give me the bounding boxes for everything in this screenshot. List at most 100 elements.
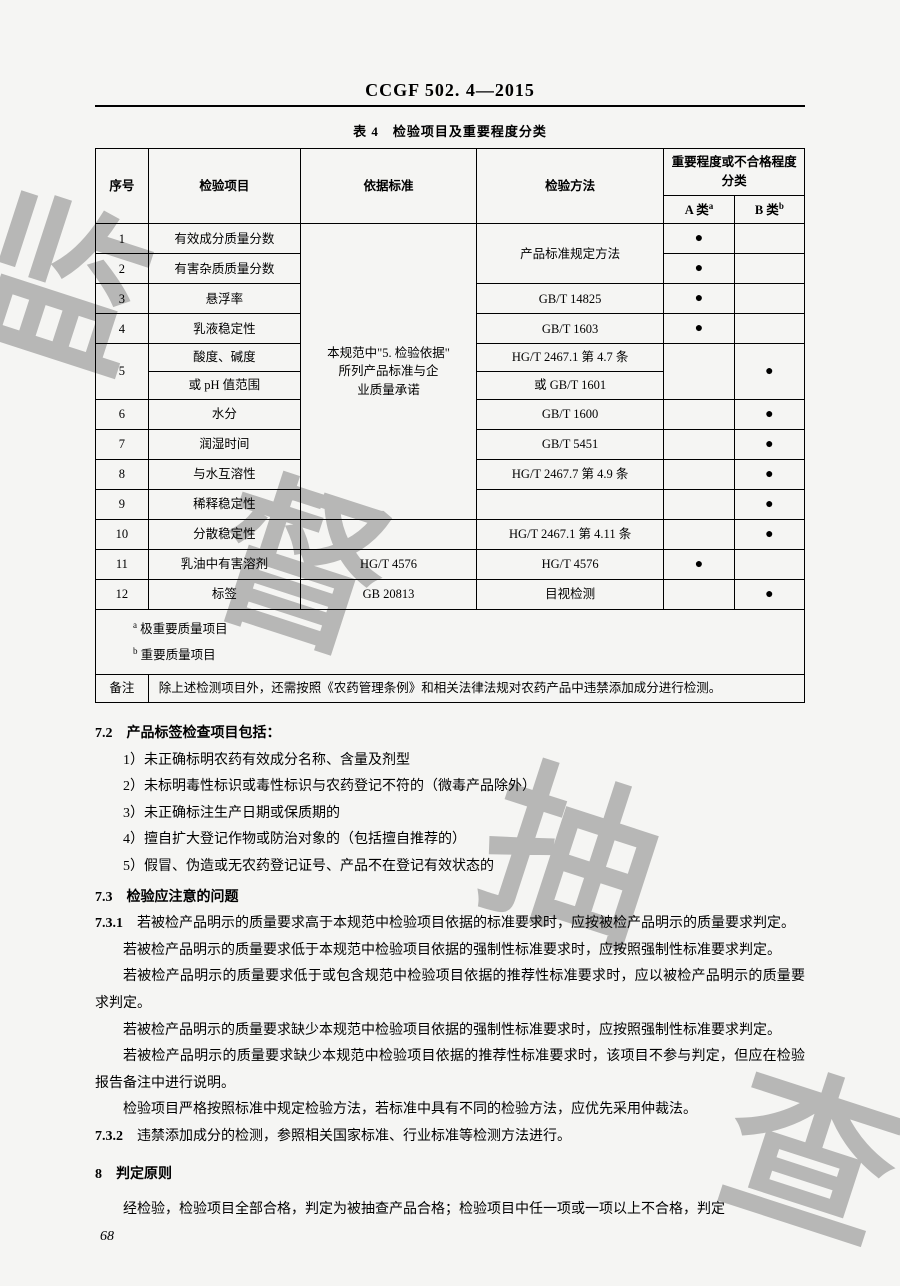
cell-item: 悬浮率 (148, 284, 300, 314)
cell-b: ● (734, 459, 804, 489)
cell-method (476, 489, 664, 519)
col-seq: 序号 (96, 149, 149, 224)
para-7-3-1-b: 若被检产品明示的质量要求低于本规范中检验项目依据的强制性标准要求时，应按照强制性… (95, 938, 805, 965)
run-7-3-1: 7.3.1 (95, 916, 123, 931)
cell-method: 目视检测 (476, 579, 664, 609)
cell-item: 乳油中有害溶剂 (148, 549, 300, 579)
cell-seq: 2 (96, 254, 149, 284)
cell-b: ● (734, 399, 804, 429)
item-7-2-1: 1）未正确标明农药有效成分名称、含量及剂型 (95, 748, 805, 775)
cell-item: 分散稳定性 (148, 519, 300, 549)
cell-item: 与水互溶性 (148, 459, 300, 489)
cell-basis-merged: 本规范中"5. 检验依据" 所列产品标准与企 业质量承诺 (301, 224, 477, 520)
table-row: 11 乳油中有害溶剂 HG/T 4576 HG/T 4576 ● (96, 549, 805, 579)
cell-item: 或 pH 值范围 (148, 372, 300, 400)
cell-a: ● (664, 254, 734, 284)
cell-basis: HG/T 4576 (301, 549, 477, 579)
cell-b: ● (734, 429, 804, 459)
cell-basis: GB 20813 (301, 579, 477, 609)
cell-b (734, 314, 804, 344)
cell-method: GB/T 1603 (476, 314, 664, 344)
cell-item: 酸度、碱度 (148, 344, 300, 372)
para-7-3-1-e: 若被检产品明示的质量要求缺少本规范中检验项目依据的推荐性标准要求时，该项目不参与… (95, 1044, 805, 1097)
cell-item: 乳液稳定性 (148, 314, 300, 344)
cell-seq: 1 (96, 224, 149, 254)
cell-seq: 12 (96, 579, 149, 609)
cell-method: HG/T 4576 (476, 549, 664, 579)
run-7-3-2: 7.3.2 (95, 1129, 123, 1144)
cell-a (664, 519, 734, 549)
cell-seq: 5 (96, 344, 149, 400)
cell-a: ● (664, 224, 734, 254)
cell-b: ● (734, 579, 804, 609)
section-7-3-2: 7.3.2 违禁添加成分的检测，参照相关国家标准、行业标准等检测方法进行。 (95, 1124, 805, 1151)
para-7-3-1-d: 若被检产品明示的质量要求缺少本规范中检验项目依据的强制性标准要求时，应按照强制性… (95, 1018, 805, 1045)
cell-seq: 9 (96, 489, 149, 519)
cell-method: HG/T 2467.1 第 4.11 条 (476, 519, 664, 549)
table-footnote-row: a 极重要质量项目 b 重要质量项目 (96, 609, 805, 674)
cell-method: HG/T 2467.1 第 4.7 条 (476, 344, 664, 372)
cell-item: 水分 (148, 399, 300, 429)
item-7-2-4: 4）擅自扩大登记作物或防治对象的（包括擅自推荐的） (95, 827, 805, 854)
cell-b: ● (734, 344, 804, 400)
cell-item: 有害杂质质量分数 (148, 254, 300, 284)
cell-method: HG/T 2467.7 第 4.9 条 (476, 459, 664, 489)
table-row: 10 分散稳定性 HG/T 2467.1 第 4.11 条 ● (96, 519, 805, 549)
cell-a (664, 459, 734, 489)
cell-method: GB/T 1600 (476, 399, 664, 429)
cell-method: 产品标准规定方法 (476, 224, 664, 284)
col-class-a: A 类a (664, 195, 734, 224)
cell-b: ● (734, 489, 804, 519)
section-7-3-1: 7.3.1 若被检产品明示的质量要求高于本规范中检验项目依据的标准要求时，应按被… (95, 911, 805, 938)
cell-b (734, 549, 804, 579)
cell-b (734, 224, 804, 254)
basis-line2: 所列产品标准与企 (338, 364, 438, 378)
cell-a (664, 429, 734, 459)
cell-a (664, 399, 734, 429)
page-number: 68 (100, 1229, 114, 1245)
cell-a (664, 489, 734, 519)
body-text: 7.2 产品标签检查项目包括： 1）未正确标明农药有效成分名称、含量及剂型 2）… (95, 721, 805, 1224)
section-8-title: 8 判定原则 (95, 1162, 805, 1189)
col-severity-group: 重要程度或不合格程度分类 (664, 149, 805, 196)
cell-a: ● (664, 314, 734, 344)
col-method: 检验方法 (476, 149, 664, 224)
col-item: 检验项目 (148, 149, 300, 224)
para-7-3-1-c: 若被检产品明示的质量要求低于或包含规范中检验项目依据的推荐性标准要求时，应以被检… (95, 964, 805, 1017)
cell-seq: 10 (96, 519, 149, 549)
cell-a: ● (664, 284, 734, 314)
remark-text: 除上述检测项目外，还需按照《农药管理条例》和相关法律法规对农药产品中违禁添加成分… (148, 675, 804, 703)
cell-basis (301, 519, 477, 549)
cell-item: 有效成分质量分数 (148, 224, 300, 254)
col-basis: 依据标准 (301, 149, 477, 224)
cell-b (734, 284, 804, 314)
cell-seq: 7 (96, 429, 149, 459)
cell-item: 标签 (148, 579, 300, 609)
cell-method: 或 GB/T 1601 (476, 372, 664, 400)
remark-label: 备注 (96, 675, 149, 703)
item-7-2-5: 5）假冒、伪造或无农药登记证号、产品不在登记有效状态的 (95, 854, 805, 881)
cell-method: GB/T 5451 (476, 429, 664, 459)
cell-seq: 6 (96, 399, 149, 429)
table-row: 1 有效成分质量分数 本规范中"5. 检验依据" 所列产品标准与企 业质量承诺 … (96, 224, 805, 254)
section-8-p1: 经检验，检验项目全部合格，判定为被抽查产品合格；检验项目中任一项或一项以上不合格… (95, 1197, 805, 1224)
cell-a (664, 344, 734, 400)
cell-seq: 11 (96, 549, 149, 579)
table-row: 12 标签 GB 20813 目视检测 ● (96, 579, 805, 609)
section-7-2-title: 7.2 产品标签检查项目包括： (95, 721, 805, 748)
cell-seq: 8 (96, 459, 149, 489)
cell-item: 润湿时间 (148, 429, 300, 459)
table-caption: 表 4 检验项目及重要程度分类 (95, 121, 805, 140)
basis-line3: 业质量承诺 (357, 383, 420, 397)
section-7-3-title: 7.3 检验应注意的问题 (95, 885, 805, 912)
item-7-2-2: 2）未标明毒性标识或毒性标识与农药登记不符的（微毒产品除外） (95, 774, 805, 801)
table-header-row-1: 序号 检验项目 依据标准 检验方法 重要程度或不合格程度分类 (96, 149, 805, 196)
document-code: CCGF 502. 4—2015 (95, 80, 805, 107)
item-7-2-3: 3）未正确标注生产日期或保质期的 (95, 801, 805, 828)
cell-a (664, 579, 734, 609)
cell-method: GB/T 14825 (476, 284, 664, 314)
col-class-b: B 类b (734, 195, 804, 224)
basis-line1: 本规范中"5. 检验依据" (327, 346, 450, 360)
table-footnotes: a 极重要质量项目 b 重要质量项目 (96, 609, 805, 674)
para-7-3-1-f: 检验项目严格按照标准中规定检验方法，若标准中具有不同的检验方法，应优先采用仲裁法… (95, 1097, 805, 1124)
